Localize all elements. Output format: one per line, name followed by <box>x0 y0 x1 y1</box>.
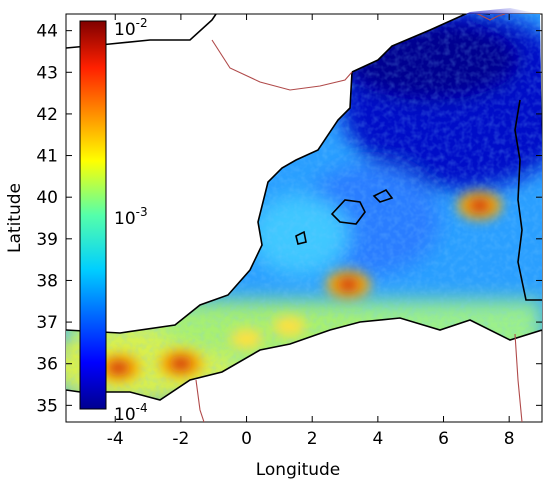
y-tick-label: 39 <box>36 230 58 250</box>
colorbar-label-middle: 10-3 <box>114 205 148 229</box>
hotspot-core <box>336 276 361 293</box>
y-tick-label: 44 <box>36 22 58 42</box>
map-lines <box>66 14 542 422</box>
hotspot-core <box>467 197 492 214</box>
y-axis: 35 36 37 38 39 40 41 42 43 44 <box>36 22 542 416</box>
africa-coastline <box>66 317 542 401</box>
y-tick-label: 40 <box>36 188 58 208</box>
colorbar-gradient <box>79 20 107 410</box>
france-italy-border <box>475 14 506 21</box>
x-tick-label: 8 <box>504 429 515 449</box>
x-axis: -4 -2 0 2 4 6 8 <box>107 14 515 449</box>
ibiza-island <box>295 230 307 245</box>
y-tick-label: 43 <box>36 63 58 83</box>
hotspot-medium <box>230 328 263 349</box>
menorca-island <box>372 188 394 203</box>
spain-east-coastline <box>66 71 353 334</box>
x-tick-label: -4 <box>107 429 124 449</box>
y-tick-label: 41 <box>36 147 58 167</box>
mallorca-island <box>330 199 366 225</box>
hotspot-core <box>106 359 131 376</box>
y-axis-label: Latitude <box>5 183 25 253</box>
y-tick-label: 42 <box>36 105 58 125</box>
hotspots <box>96 191 502 382</box>
x-tick-label: -2 <box>172 429 189 449</box>
corsica-sardinia-coastline <box>514 99 542 301</box>
y-tick-label: 36 <box>36 355 58 375</box>
colorbar-label-bottom: 10-4 <box>114 401 148 425</box>
x-tick-label: 4 <box>372 429 383 449</box>
x-tick-label: 0 <box>241 429 252 449</box>
colorbar: 10-2 10-3 10-4 <box>79 16 148 425</box>
x-tick-label: 6 <box>438 429 449 449</box>
hotspot-core <box>168 355 193 372</box>
algeria-morocco-border <box>195 379 205 422</box>
x-tick-label: 2 <box>307 429 318 449</box>
x-axis-label: Longitude <box>256 460 341 480</box>
algeria-tunisia-border <box>514 333 523 422</box>
y-tick-label: 38 <box>36 271 58 291</box>
france-spain-border <box>211 39 353 91</box>
y-tick-label: 37 <box>36 313 58 333</box>
gulf-of-lion-coastline <box>351 14 490 73</box>
colorbar-label-top: 10-2 <box>114 16 148 40</box>
hotspot-medium <box>273 316 306 337</box>
y-tick-label: 35 <box>36 396 58 416</box>
